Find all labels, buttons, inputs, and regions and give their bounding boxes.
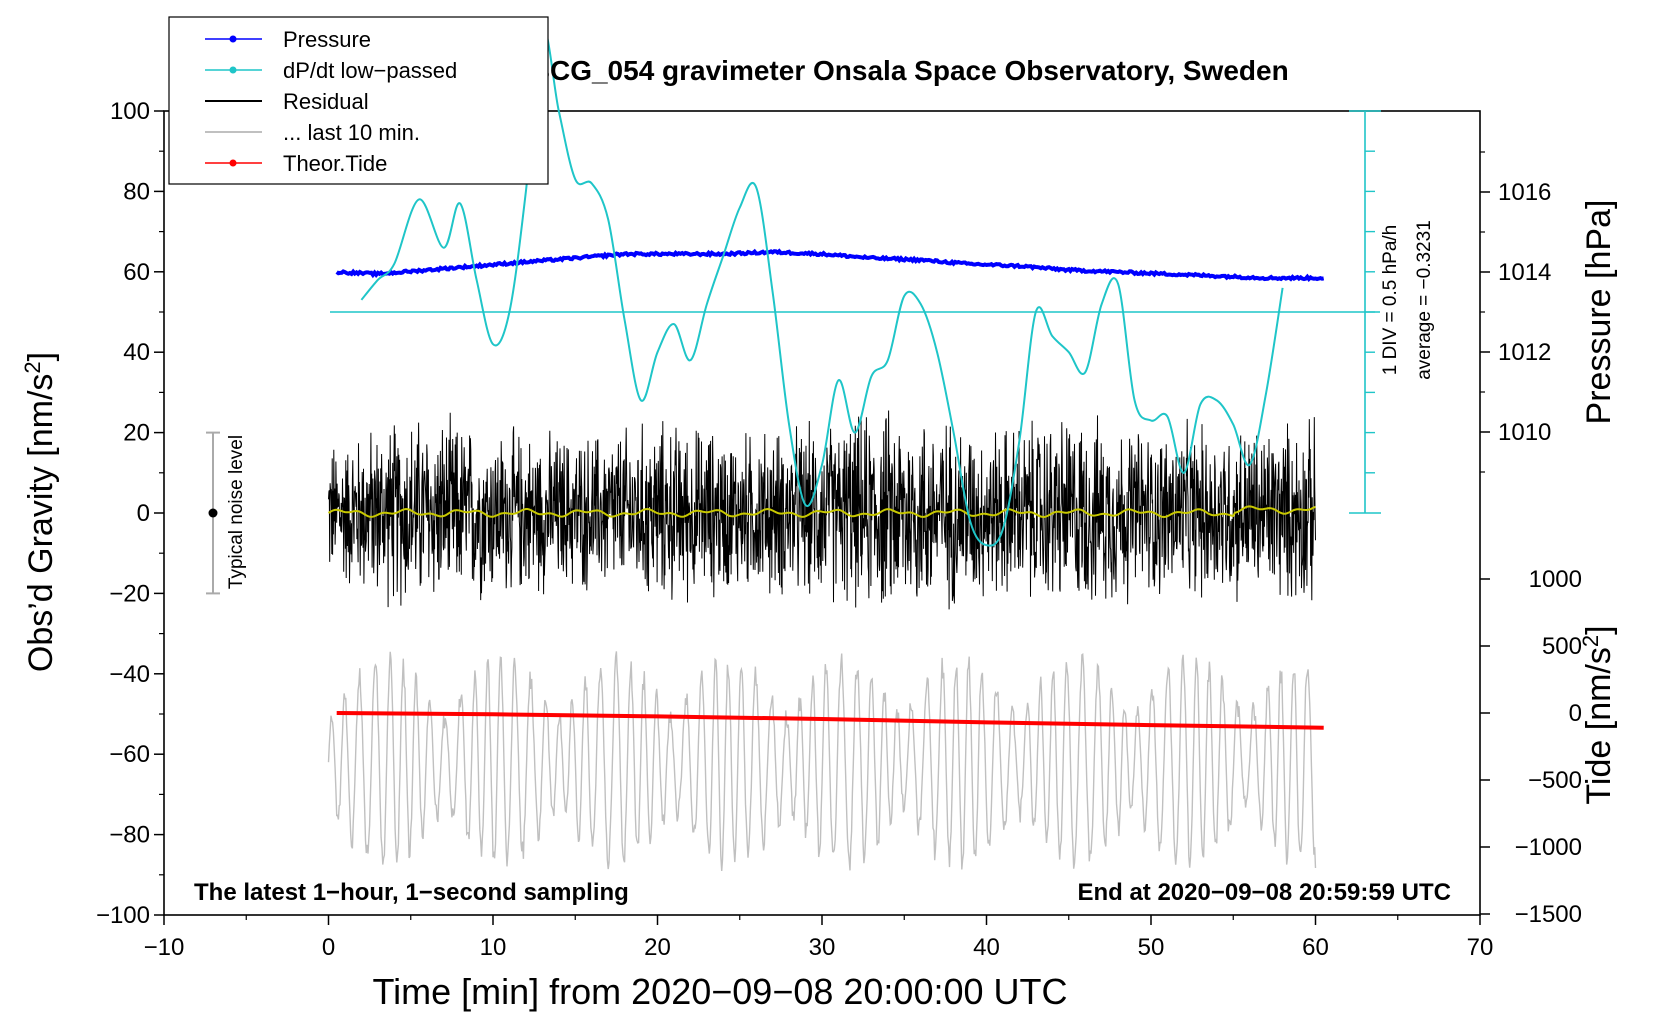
y-axis-ticks: −100 −80 −60 −40 −20 0 20 40 60 80 100	[96, 98, 164, 929]
tide-tick-label: −500	[1528, 767, 1582, 794]
x-tick-label: 30	[809, 934, 836, 961]
x-axis-label: Time [min] from 2020−09−08 20:00:00 UTC	[372, 971, 1067, 1012]
residual-series	[328, 410, 1316, 610]
legend-last10-label: ... last 10 min.	[283, 120, 420, 145]
tide-tick-label: 500	[1542, 633, 1582, 660]
x-axis-ticks: −10 0 10 20 30 40 50 60 70	[144, 915, 1494, 961]
legend-dpdt-marker	[229, 66, 237, 74]
legend-pressure-marker	[229, 35, 237, 43]
y-axis-label: Obs’d Gravity [nm/s2]	[20, 352, 60, 672]
residual-smooth-series	[327, 505, 1316, 519]
sampling-annotation: The latest 1−hour, 1−second sampling	[194, 879, 629, 906]
dpdt-average-label: average = −0.3231	[1414, 220, 1435, 380]
legend-dpdt-label: dP/dt low−passed	[283, 58, 457, 83]
pressure-axis-label: Pressure [hPa]	[1580, 200, 1618, 425]
theoretical-tide-series	[336, 711, 1324, 730]
x-tick-label: 20	[644, 934, 671, 961]
y-tick-label: 0	[137, 500, 150, 527]
pressure-tick-label: 1016	[1498, 179, 1551, 206]
chart-title: SCG_054 gravimeter Onsala Space Observat…	[531, 55, 1288, 86]
noise-center-dot	[208, 508, 218, 518]
last-10-min-series	[327, 651, 1317, 871]
legend-residual-label: Residual	[283, 89, 369, 114]
pressure-series	[335, 248, 1325, 283]
y-tick-label: −20	[109, 580, 150, 607]
y-tick-label: −60	[109, 741, 150, 768]
noise-label: Typical noise level	[226, 435, 247, 589]
x-tick-label: 0	[322, 934, 335, 961]
end-time-annotation: End at 2020−09−08 20:59:59 UTC	[1077, 879, 1451, 906]
x-tick-label: −10	[144, 934, 185, 961]
legend: Pressure dP/dt low−passed Residual ... l…	[168, 16, 549, 185]
y-tick-label: 100	[110, 98, 150, 125]
x-tick-label: 50	[1138, 934, 1165, 961]
pressure-axis-ticks: 1010 1012 1014 1016	[1480, 151, 1551, 473]
y-tick-label: 20	[123, 420, 150, 447]
x-tick-label: 10	[480, 934, 507, 961]
noise-level-marker: Typical noise level	[206, 431, 247, 595]
legend-tide-label: Theor.Tide	[283, 151, 387, 176]
y-tick-label: 40	[123, 339, 150, 366]
pressure-tick-label: 1010	[1498, 419, 1551, 446]
x-tick-label: 70	[1467, 934, 1494, 961]
legend-pressure-label: Pressure	[283, 27, 371, 52]
tide-axis-label: Tide [nm/s2]	[1578, 625, 1618, 804]
y-tick-label: −80	[109, 822, 150, 849]
pressure-tick-label: 1012	[1498, 339, 1551, 366]
x-tick-label: 40	[973, 934, 1000, 961]
legend-tide-marker	[229, 159, 237, 167]
pressure-tick-label: 1014	[1498, 259, 1551, 286]
tide-axis-ticks: −1500 −1000 −500 0 500 1000	[1480, 566, 1582, 928]
dpdt-div-label: 1 DIV = 0.5 hPa/h	[1380, 225, 1401, 376]
y-tick-label: −40	[109, 661, 150, 688]
tide-tick-label: 1000	[1529, 566, 1582, 593]
tide-tick-label: −1500	[1515, 901, 1582, 928]
y-tick-label: 80	[123, 178, 150, 205]
y-tick-label: −100	[96, 902, 150, 929]
tide-tick-label: −1000	[1515, 834, 1582, 861]
y-tick-label: 60	[123, 259, 150, 286]
tide-tick-label: 0	[1569, 700, 1582, 727]
x-tick-label: 60	[1302, 934, 1329, 961]
